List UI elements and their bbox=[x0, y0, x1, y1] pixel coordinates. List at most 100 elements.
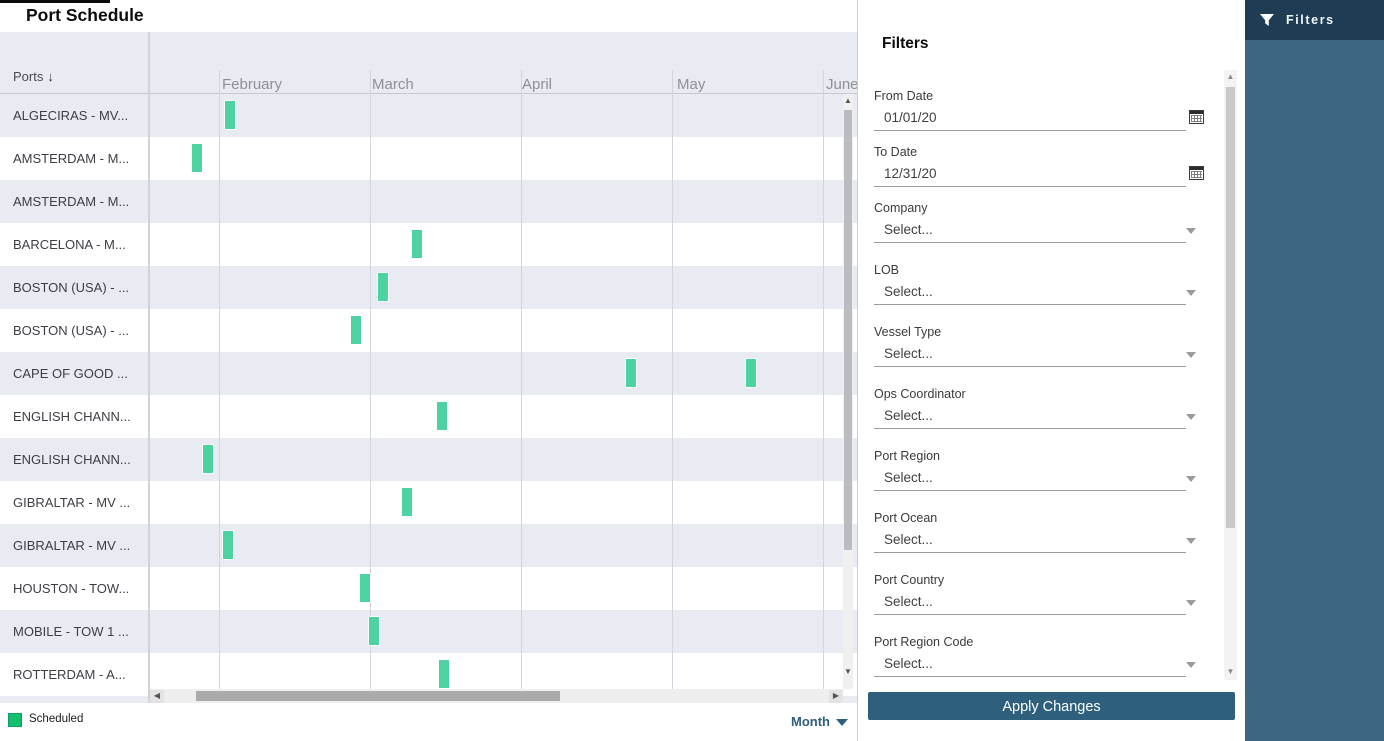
filter-field-value: Select... bbox=[884, 470, 933, 485]
dropdown-caret-icon[interactable] bbox=[1186, 600, 1196, 606]
filter-select[interactable]: Select... bbox=[874, 404, 1186, 429]
scheduled-bar[interactable] bbox=[359, 573, 371, 603]
scheduled-bar[interactable] bbox=[202, 444, 214, 474]
month-label: June bbox=[826, 76, 859, 93]
ports-column-separator bbox=[148, 32, 150, 703]
apply-changes-button[interactable]: Apply Changes bbox=[868, 692, 1235, 720]
scheduled-bar[interactable] bbox=[191, 143, 203, 173]
scheduled-bar[interactable] bbox=[222, 530, 234, 560]
filter-field-value: Select... bbox=[884, 532, 933, 547]
port-label: MOBILE - TOW 1 ... bbox=[13, 624, 129, 639]
interval-dropdown-label: Month bbox=[791, 714, 830, 729]
port-label: AMSTERDAM - M... bbox=[13, 151, 130, 166]
gantt-horizontal-scrollbar-thumb[interactable] bbox=[196, 691, 560, 701]
filter-field-value: 01/01/20 bbox=[884, 110, 937, 125]
dropdown-caret-icon[interactable] bbox=[1186, 290, 1196, 296]
scheduled-bar[interactable] bbox=[438, 659, 450, 689]
sidebar-tab-label: Filters bbox=[1286, 13, 1335, 27]
gantt-vertical-scrollbar-thumb[interactable] bbox=[844, 110, 852, 550]
filter-date-input[interactable]: 12/31/20 bbox=[874, 162, 1186, 187]
month-label: April bbox=[522, 76, 553, 93]
ports-header-label: Ports bbox=[13, 69, 44, 84]
calendar-icon[interactable] bbox=[1189, 166, 1204, 180]
filter-select[interactable]: Select... bbox=[874, 466, 1186, 491]
scroll-left-arrow-icon[interactable]: ◀ bbox=[150, 690, 164, 703]
scheduled-bar[interactable] bbox=[401, 487, 413, 517]
sort-descending-icon: ↓ bbox=[47, 69, 54, 84]
filters-scroll-up-icon[interactable]: ▲ bbox=[1226, 72, 1235, 81]
filter-field-value: Select... bbox=[884, 346, 933, 361]
filter-field-value: Select... bbox=[884, 594, 933, 609]
timeline-header bbox=[0, 32, 857, 94]
port-row: ALGECIRAS - MV... bbox=[0, 94, 857, 137]
scroll-right-arrow-icon[interactable]: ▶ bbox=[829, 690, 843, 703]
port-label: AMSTERDAM - M... bbox=[13, 194, 130, 209]
scroll-down-arrow-icon[interactable]: ▼ bbox=[844, 667, 852, 676]
scheduled-bar[interactable] bbox=[224, 100, 236, 130]
port-label: ALGECIRAS - MV... bbox=[13, 108, 129, 123]
filters-panel-title: Filters bbox=[882, 35, 929, 52]
scheduled-bar[interactable] bbox=[625, 358, 637, 388]
filter-field-label: Company bbox=[874, 201, 928, 215]
port-row: BOSTON (USA) - ... bbox=[0, 309, 857, 352]
filter-field-label: Port Country bbox=[874, 573, 945, 587]
filter-select[interactable]: Select... bbox=[874, 218, 1186, 243]
filter-select[interactable]: Select... bbox=[874, 528, 1186, 553]
scheduled-bar[interactable] bbox=[411, 229, 423, 259]
port-label: ENGLISH CHANN... bbox=[13, 409, 131, 424]
filter-field-value: Select... bbox=[884, 222, 933, 237]
month-label: May bbox=[677, 76, 706, 93]
filter-field-value: 12/31/20 bbox=[884, 166, 937, 181]
port-row: GIBRALTAR - MV ... bbox=[0, 481, 857, 524]
filter-field-label: LOB bbox=[874, 263, 900, 277]
filter-select[interactable]: Select... bbox=[874, 652, 1186, 677]
sidebar-tab-filters[interactable]: Filters bbox=[1245, 0, 1384, 40]
filter-select[interactable]: Select... bbox=[874, 342, 1186, 367]
dropdown-caret-icon[interactable] bbox=[1186, 476, 1196, 482]
scheduled-bar[interactable] bbox=[436, 401, 448, 431]
dropdown-caret-icon[interactable] bbox=[1186, 662, 1196, 668]
filter-select[interactable]: Select... bbox=[874, 590, 1186, 615]
port-label: GIBRALTAR - MV ... bbox=[13, 538, 131, 553]
filter-field-label: To Date bbox=[874, 145, 918, 159]
interval-dropdown[interactable]: Month bbox=[791, 714, 848, 729]
filter-select[interactable]: Select... bbox=[874, 280, 1186, 305]
page-title: Port Schedule bbox=[26, 5, 144, 25]
ports-column-header[interactable]: Ports ↓ bbox=[13, 69, 54, 84]
filters-scrollbar-thumb[interactable] bbox=[1226, 87, 1235, 528]
port-label: HOUSTON - TOW... bbox=[13, 581, 130, 596]
calendar-icon[interactable] bbox=[1189, 110, 1204, 124]
month-gridline bbox=[521, 70, 522, 689]
port-label: ENGLISH CHANN... bbox=[13, 452, 131, 467]
top-accent-bar bbox=[0, 0, 110, 3]
scheduled-bar[interactable] bbox=[377, 272, 389, 302]
legend-scheduled-label: Scheduled bbox=[29, 713, 84, 725]
month-label: March bbox=[372, 76, 414, 93]
port-row: CAPE OF GOOD ... bbox=[0, 352, 857, 395]
filter-field-value: Select... bbox=[884, 656, 933, 671]
scroll-up-arrow-icon[interactable]: ▲ bbox=[844, 96, 852, 105]
dropdown-caret-icon[interactable] bbox=[1186, 538, 1196, 544]
legend-scheduled-swatch bbox=[8, 713, 22, 727]
dropdown-caret-icon[interactable] bbox=[1186, 414, 1196, 420]
filter-date-input[interactable]: 01/01/20 bbox=[874, 106, 1186, 131]
filter-field-label: Port Region Code bbox=[874, 635, 974, 649]
filter-funnel-icon bbox=[1260, 14, 1274, 26]
filters-scroll-down-icon[interactable]: ▼ bbox=[1226, 667, 1235, 676]
filter-field-label: Port Ocean bbox=[874, 511, 938, 525]
port-label: BARCELONA - M... bbox=[13, 237, 126, 252]
port-label: GIBRALTAR - MV ... bbox=[13, 495, 131, 510]
scheduled-bar[interactable] bbox=[350, 315, 362, 345]
port-label: BOSTON (USA) - ... bbox=[13, 323, 130, 338]
month-label: February bbox=[222, 76, 283, 93]
gantt-region: Ports ↓ February March April May June ALGECIR… bbox=[0, 32, 859, 703]
port-row: ENGLISH CHANN... bbox=[0, 395, 857, 438]
dropdown-caret-icon[interactable] bbox=[1186, 228, 1196, 234]
port-row: AMSTERDAM - M... bbox=[0, 180, 857, 223]
scheduled-bar[interactable] bbox=[745, 358, 757, 388]
port-row: BOSTON (USA) - ... bbox=[0, 266, 857, 309]
scheduled-bar[interactable] bbox=[368, 616, 380, 646]
month-gridline bbox=[823, 70, 824, 689]
dropdown-caret-icon[interactable] bbox=[1186, 352, 1196, 358]
